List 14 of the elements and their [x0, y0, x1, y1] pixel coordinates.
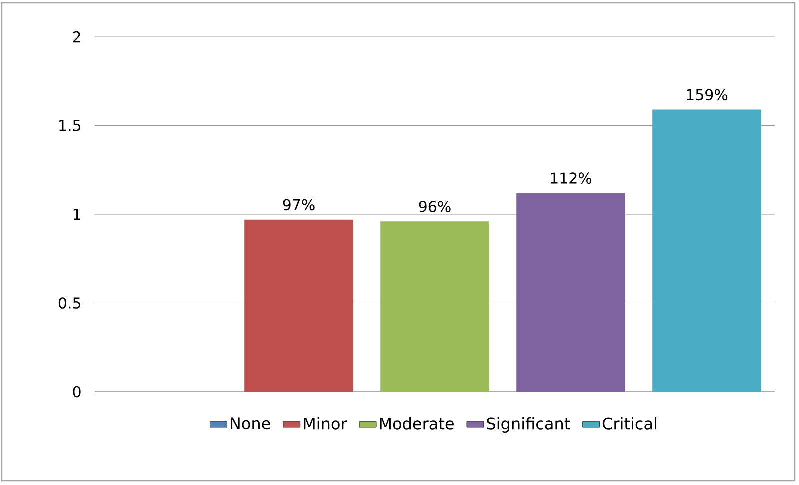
legend-label: Critical: [602, 417, 656, 430]
legend-label: Significant: [487, 417, 570, 433]
legend-label: Moderate: [380, 417, 454, 430]
data-label: 96%: [419, 201, 451, 212]
legend-label: Minor: [304, 417, 348, 430]
y-tick-label: 0.5: [58, 298, 80, 309]
y-tick-label: 1: [74, 209, 80, 220]
y-tick-label: 2: [73, 31, 80, 43]
data-label: 112%: [551, 172, 592, 184]
legend-label: None: [231, 418, 270, 430]
y-tick-label: 1.5: [60, 120, 80, 132]
data-label: 159%: [687, 89, 728, 101]
data-label: 97%: [283, 199, 315, 211]
y-tick-label: 0: [73, 386, 81, 398]
